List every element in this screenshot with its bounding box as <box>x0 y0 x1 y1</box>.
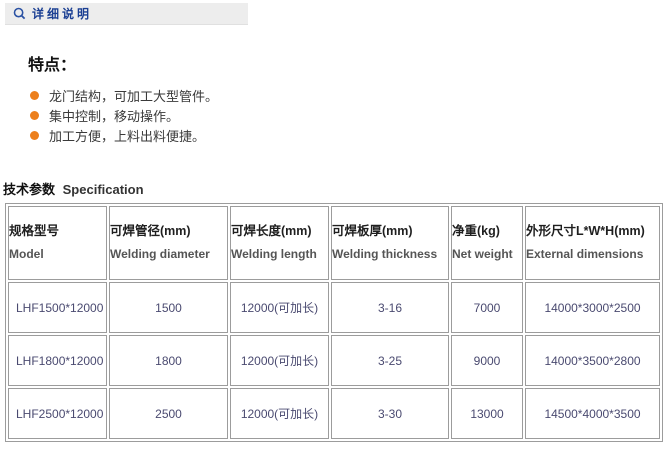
cell-net-weight: 13000 <box>451 388 523 439</box>
cell-external-dimensions: 14000*3000*2500 <box>525 282 660 333</box>
cell-external-dimensions: 14000*3500*2800 <box>525 335 660 386</box>
magnifier-icon <box>13 7 26 20</box>
column-header-zh: 净重(kg) <box>452 224 500 238</box>
spec-heading-zh: 技术参数 <box>3 182 56 197</box>
features-heading: 特点： <box>28 57 77 74</box>
cell-welding-diameter: 1500 <box>109 282 228 333</box>
cell-model: LHF1800*12000 <box>8 335 107 386</box>
column-header-en: Welding diameter <box>110 247 210 261</box>
cell-welding-diameter: 2500 <box>109 388 228 439</box>
table-row: LHF1500*12000 1500 12000(可加长) 3-16 7000 … <box>8 282 660 333</box>
column-header-zh: 外形尺寸L*W*H(mm) <box>526 224 645 238</box>
column-header-zh: 可焊长度(mm) <box>231 224 312 238</box>
column-header-zh: 规格型号 <box>9 224 60 238</box>
spec-heading: 技术参数 Specification <box>3 179 670 198</box>
cell-welding-length: 12000(可加长) <box>230 388 329 439</box>
column-header-en: Net weight <box>452 247 513 261</box>
cell-external-dimensions: 14500*4000*3500 <box>525 388 660 439</box>
feature-text: 加工方便，上料出料便捷。 <box>49 128 206 144</box>
feature-text: 集中控制，移动操作。 <box>49 108 180 124</box>
table-row: LHF2500*12000 2500 12000(可加长) 3-30 13000… <box>8 388 660 439</box>
feature-item: 集中控制，移动操作。 <box>30 105 670 125</box>
column-header-external-dimensions: 外形尺寸L*W*H(mm) External dimensions <box>525 206 660 280</box>
column-header-zh: 可焊管径(mm) <box>110 224 191 238</box>
spec-heading-en: Specification <box>62 182 144 197</box>
column-header-net-weight: 净重(kg) Net weight <box>451 206 523 280</box>
cell-model: LHF2500*12000 <box>8 388 107 439</box>
feature-item: 龙门结构，可加工大型管件。 <box>30 85 670 105</box>
column-header-welding-diameter: 可焊管径(mm) Welding diameter <box>109 206 228 280</box>
feature-text: 龙门结构，可加工大型管件。 <box>49 88 219 104</box>
column-header-welding-length: 可焊长度(mm) Welding length <box>230 206 329 280</box>
bullet-icon <box>30 110 39 120</box>
column-header-model: 规格型号 Model <box>8 206 107 280</box>
features-list: 龙门结构，可加工大型管件。 集中控制，移动操作。 加工方便，上料出料便捷。 <box>30 85 670 145</box>
column-header-welding-thickness: 可焊板厚(mm) Welding thickness <box>331 206 449 280</box>
column-header-en: Welding length <box>231 247 317 261</box>
column-header-zh: 可焊板厚(mm) <box>332 224 413 238</box>
column-header-en: Welding thickness <box>332 247 438 261</box>
cell-welding-thickness: 3-16 <box>331 282 449 333</box>
bullet-icon <box>30 90 39 100</box>
spec-table: 规格型号 Model 可焊管径(mm) Welding diameter 可焊长… <box>5 203 663 442</box>
cell-welding-diameter: 1800 <box>109 335 228 386</box>
cell-welding-thickness: 3-30 <box>331 388 449 439</box>
bullet-icon <box>30 130 39 140</box>
column-header-en: External dimensions <box>526 247 644 261</box>
detail-header-bar: 详细说明 <box>5 3 248 25</box>
cell-net-weight: 7000 <box>451 282 523 333</box>
cell-welding-thickness: 3-25 <box>331 335 449 386</box>
cell-model: LHF1500*12000 <box>8 282 107 333</box>
table-header-row: 规格型号 Model 可焊管径(mm) Welding diameter 可焊长… <box>8 206 660 280</box>
table-row: LHF1800*12000 1800 12000(可加长) 3-25 9000 … <box>8 335 660 386</box>
column-header-en: Model <box>9 247 44 261</box>
cell-welding-length: 12000(可加长) <box>230 335 329 386</box>
feature-item: 加工方便，上料出料便捷。 <box>30 125 670 145</box>
detail-header-title: 详细说明 <box>32 7 93 21</box>
cell-welding-length: 12000(可加长) <box>230 282 329 333</box>
cell-net-weight: 9000 <box>451 335 523 386</box>
